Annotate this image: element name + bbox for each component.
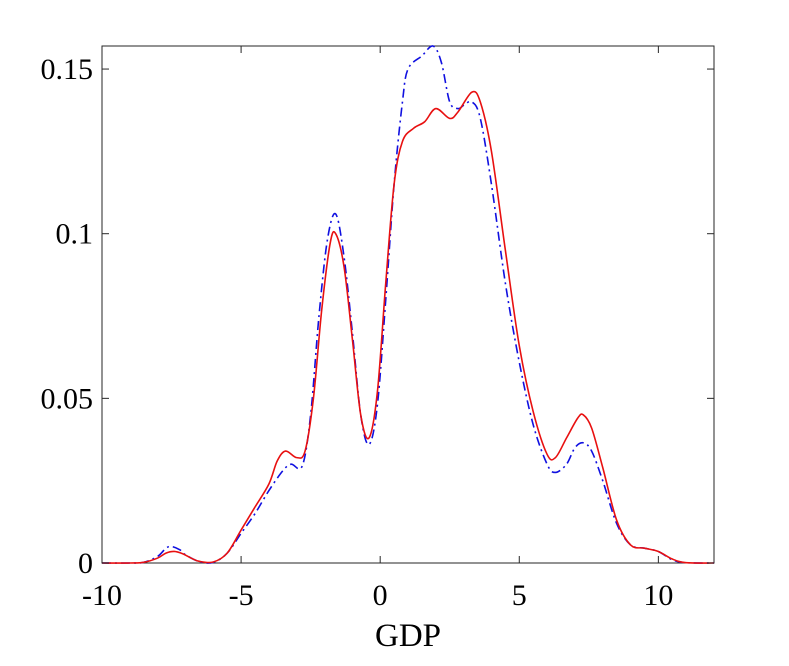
x-tick-label: 10	[643, 579, 673, 612]
ticks-layer: -10 -5 0 5 10 0 0.05 0.1 0.15	[41, 46, 714, 612]
series-line-2	[101, 90, 715, 564]
plot-frame	[101, 45, 715, 564]
x-tick-label: -5	[229, 579, 254, 612]
x-axis-title: GDP	[375, 618, 441, 654]
series-layer	[101, 45, 715, 564]
plot-area-border	[101, 45, 715, 564]
y-tick-label: 0	[78, 547, 93, 580]
x-tick-label: 0	[373, 579, 388, 612]
y-tick-label: 0.1	[56, 218, 94, 251]
y-tick-label: 0.05	[41, 382, 94, 415]
x-tick-label: -10	[82, 579, 122, 612]
x-tick-label: 5	[512, 579, 527, 612]
y-tick-label: 0.15	[41, 53, 94, 86]
